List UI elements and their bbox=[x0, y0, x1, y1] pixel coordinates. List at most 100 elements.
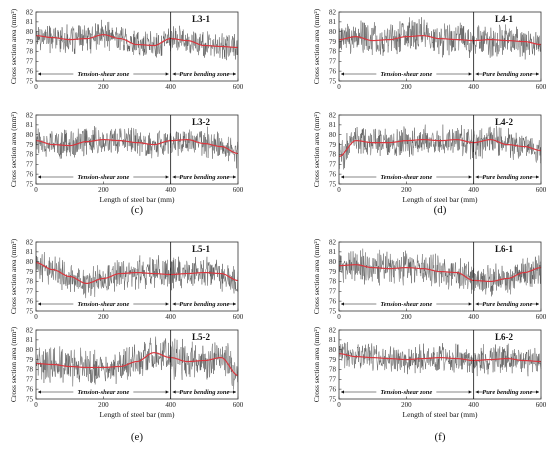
x-tick-label: 200 bbox=[401, 401, 412, 409]
zone-label: Tension-shear zone bbox=[380, 301, 432, 308]
plot-frame bbox=[35, 114, 239, 185]
y-tick-label: 76 bbox=[329, 170, 337, 178]
fitted-trend-line bbox=[35, 139, 239, 155]
fitted-trend-line bbox=[35, 34, 239, 49]
subfigure-label: (e) bbox=[131, 431, 144, 443]
y-tick-label: 81 bbox=[26, 336, 34, 344]
x-tick-label: 600 bbox=[536, 186, 547, 194]
x-tick-label: 200 bbox=[98, 313, 109, 321]
zone-arrow-head bbox=[536, 390, 539, 394]
y-tick-label: 80 bbox=[26, 346, 34, 354]
x-axis-label: Length of steel bar (mm) bbox=[403, 410, 478, 419]
raw-measurement-line bbox=[35, 252, 239, 299]
y-tick-label: 82 bbox=[26, 111, 34, 119]
zone-arrow-head bbox=[468, 72, 472, 76]
zone-arrow-head bbox=[38, 302, 41, 306]
subfigure-label: (d) bbox=[434, 204, 447, 216]
raw-measurement-line bbox=[35, 126, 239, 169]
y-tick-label: 81 bbox=[329, 121, 337, 129]
plot-frame bbox=[35, 329, 239, 400]
y-tick-label: 77 bbox=[26, 58, 34, 66]
x-axis-label: Length of steel bar (mm) bbox=[403, 195, 478, 204]
y-tick-label: 75 bbox=[26, 180, 34, 188]
y-axis-label: Cross section area (mm²) bbox=[9, 8, 18, 84]
y-tick-label: 75 bbox=[26, 307, 34, 315]
fitted-trend-line bbox=[338, 353, 542, 363]
x-axis-label: Length of steel bar (mm) bbox=[100, 410, 175, 419]
y-tick-label: 75 bbox=[329, 77, 337, 85]
x-tick-label: 600 bbox=[233, 401, 244, 409]
y-tick-label: 81 bbox=[329, 336, 337, 344]
x-tick-label: 600 bbox=[536, 83, 547, 91]
zone-arrow-head bbox=[341, 302, 344, 306]
zone-label: Pure bending zone bbox=[179, 174, 229, 181]
fitted-trend-line bbox=[338, 35, 542, 46]
zone-arrow-head bbox=[172, 175, 176, 179]
subfigure-label: (c) bbox=[131, 204, 144, 216]
y-tick-label: 79 bbox=[329, 141, 337, 149]
x-tick-label: 200 bbox=[98, 401, 109, 409]
panel-title: L5-1 bbox=[192, 244, 211, 254]
x-tick-label: 0 bbox=[34, 186, 38, 194]
zone-arrow-head bbox=[341, 72, 344, 76]
zone-arrow-head bbox=[233, 390, 236, 394]
x-tick-label: 400 bbox=[165, 313, 176, 321]
x-tick-label: 600 bbox=[536, 313, 547, 321]
zone-label: Pure bending zone bbox=[482, 71, 532, 78]
panel-title: L4-2 bbox=[495, 117, 514, 127]
y-tick-label: 75 bbox=[26, 77, 34, 85]
y-tick-label: 78 bbox=[329, 48, 337, 56]
x-tick-label: 400 bbox=[165, 186, 176, 194]
x-tick-label: 400 bbox=[165, 83, 176, 91]
panel-title: L4-1 bbox=[495, 14, 514, 24]
y-tick-label: 81 bbox=[26, 248, 34, 256]
plot-frame bbox=[35, 11, 239, 82]
zone-arrow-head bbox=[468, 390, 472, 394]
y-tick-label: 75 bbox=[26, 395, 34, 403]
y-axis-label: Cross section area (mm²) bbox=[9, 326, 18, 402]
y-tick-label: 76 bbox=[26, 67, 34, 75]
y-tick-label: 75 bbox=[329, 180, 337, 188]
zone-arrow-head bbox=[38, 72, 41, 76]
raw-measurement-line bbox=[35, 336, 239, 390]
x-tick-label: 600 bbox=[536, 401, 547, 409]
panel-title: L5-2 bbox=[192, 332, 211, 342]
zone-label: Tension-shear zone bbox=[380, 71, 432, 78]
y-tick-label: 76 bbox=[329, 385, 337, 393]
x-tick-label: 0 bbox=[34, 401, 38, 409]
x-tick-label: 0 bbox=[337, 83, 341, 91]
y-tick-label: 75 bbox=[329, 395, 337, 403]
zone-arrow-head bbox=[475, 72, 479, 76]
plot-frame bbox=[338, 11, 542, 82]
y-tick-label: 81 bbox=[329, 18, 337, 26]
zone-label: Tension-shear zone bbox=[77, 301, 129, 308]
x-tick-label: 200 bbox=[401, 186, 412, 194]
y-tick-label: 80 bbox=[26, 258, 34, 266]
zone-arrow-head bbox=[172, 302, 176, 306]
y-tick-label: 82 bbox=[329, 8, 337, 16]
zone-arrow-head bbox=[172, 72, 176, 76]
fitted-trend-line bbox=[338, 264, 542, 283]
y-axis-label: Cross section area (mm²) bbox=[312, 8, 321, 84]
zone-label: Pure bending zone bbox=[179, 389, 229, 396]
zone-label: Tension-shear zone bbox=[380, 389, 432, 396]
zone-arrow-head bbox=[38, 175, 41, 179]
zone-arrow-head bbox=[38, 390, 41, 394]
zone-arrow-head bbox=[536, 302, 539, 306]
zone-label: Pure bending zone bbox=[482, 174, 532, 181]
y-tick-label: 77 bbox=[329, 288, 337, 296]
panel-title: L6-1 bbox=[495, 244, 514, 254]
x-tick-label: 400 bbox=[165, 401, 176, 409]
plot-frame bbox=[35, 241, 239, 312]
y-tick-label: 78 bbox=[329, 366, 337, 374]
y-tick-label: 80 bbox=[329, 131, 337, 139]
y-tick-label: 79 bbox=[26, 141, 34, 149]
y-axis-label: Cross section area (mm²) bbox=[312, 111, 321, 187]
y-tick-label: 76 bbox=[329, 297, 337, 305]
y-tick-label: 80 bbox=[26, 28, 34, 36]
y-tick-label: 81 bbox=[26, 18, 34, 26]
